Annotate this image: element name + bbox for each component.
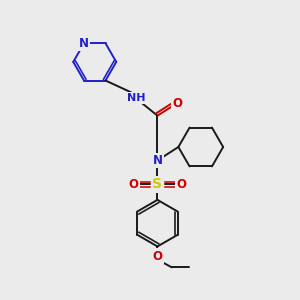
Text: O: O <box>129 178 139 191</box>
Text: N: N <box>79 37 89 50</box>
Text: S: S <box>152 177 163 191</box>
Text: O: O <box>152 250 163 262</box>
Text: O: O <box>176 178 186 191</box>
Text: O: O <box>172 97 182 110</box>
Text: NH: NH <box>127 93 146 103</box>
Text: N: N <box>152 154 163 167</box>
